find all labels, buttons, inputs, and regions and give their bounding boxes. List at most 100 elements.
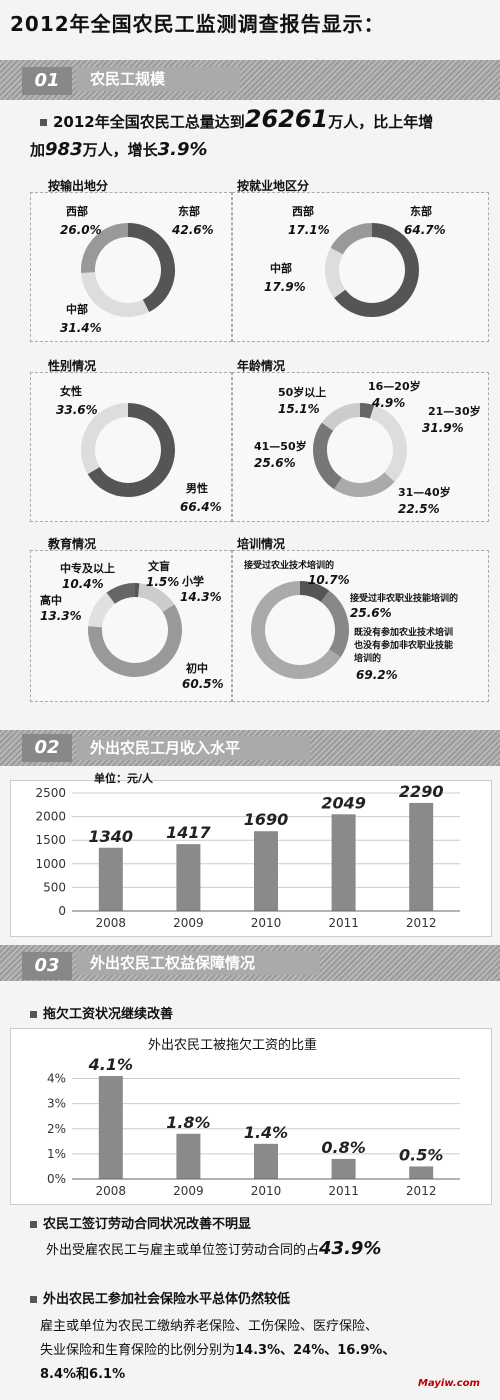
- gender-slice-0: [87, 403, 175, 497]
- label-middle: 中部: [270, 262, 292, 275]
- insurance-text-3: 8.4%和6.1%: [40, 1367, 126, 1382]
- label-no-training-2: 也没有参加非农职业技能: [354, 641, 454, 651]
- edu-slice-4: [106, 583, 136, 605]
- label-age-31-40: 31—40岁: [398, 486, 451, 499]
- page-title: 2012年全国农民工监测调查报告显示：: [10, 12, 385, 36]
- donut-title-gender: 性别情况: [48, 359, 97, 373]
- pct-tech-above: 10.4%: [62, 577, 104, 591]
- label-junior: 初中: [186, 662, 208, 675]
- panel-gender: [30, 372, 232, 522]
- age-slice-4: [321, 403, 361, 432]
- origin-slice-0: [127, 223, 175, 313]
- pct-middle: 17.9%: [264, 280, 306, 294]
- work-slice-2: [330, 223, 373, 255]
- subheading-text: 拖欠工资状况继续改善: [43, 1007, 174, 1022]
- subheading-insurance: 外出农民工参加社会保险水平总体仍然较低: [30, 1288, 290, 1307]
- edu-slice-3: [88, 592, 116, 628]
- age-slice-1: [369, 405, 407, 482]
- pct-middle: 31.4%: [60, 321, 102, 335]
- work-slice-0: [334, 223, 419, 317]
- origin-slice-1: [81, 271, 150, 317]
- donut-title-origin: 按输出地分: [48, 179, 109, 193]
- bar-2010: [254, 831, 278, 911]
- panel-train: [232, 550, 489, 702]
- insurance-text-2: 失业保险和生育保险的比例分别为14.3%、24%、16.9%、: [40, 1340, 395, 1362]
- y-tick-label: 4%: [47, 1072, 66, 1086]
- y-tick-label: 0%: [47, 1172, 66, 1186]
- contract-desc: 外出受雇农民工与雇主或单位签订劳动合同的占: [46, 1243, 320, 1258]
- label-age-21-30: 21—30岁: [428, 405, 481, 418]
- subheading-wage-arrears: 拖欠工资状况继续改善: [30, 1003, 173, 1022]
- edu-slice-2: [88, 604, 182, 677]
- label-no-training-3: 培训的: [354, 654, 382, 664]
- pct-age-31-40: 22.5%: [398, 502, 440, 516]
- bar-value-label: 1690: [244, 810, 289, 829]
- label-west: 西部: [292, 205, 314, 218]
- bar-2009: [176, 844, 201, 911]
- bar-2008: [98, 1076, 123, 1179]
- y-tick-label: 2500: [35, 786, 66, 800]
- edu-slice-1: [137, 583, 175, 613]
- y-tick-label: 1000: [35, 857, 66, 871]
- summary-text: 万人，增长: [82, 141, 158, 159]
- bar-value-label: 4.1%: [88, 1055, 133, 1074]
- y-tick-label: 0: [58, 904, 66, 918]
- growth-pct: 3.9%: [157, 139, 208, 160]
- x-tick-label: 2010: [251, 1184, 282, 1198]
- gender-slice-1: [81, 403, 129, 475]
- train-slice-0: [299, 581, 330, 603]
- y-tick-label: 500: [43, 880, 66, 894]
- donut-title-work: 按就业地区分: [237, 179, 310, 193]
- x-tick-label: 2009: [173, 916, 204, 930]
- age-slice-0: [359, 403, 375, 419]
- x-tick-label: 2011: [328, 1184, 359, 1198]
- pct-male: 66.4%: [180, 500, 222, 514]
- label-age-41-50: 41—50岁: [254, 440, 307, 453]
- subheading-text: 农民工签订劳动合同状况改善不明显: [43, 1217, 252, 1232]
- total-number: 26261: [244, 105, 329, 133]
- bullet-icon: [30, 1221, 37, 1228]
- bar-value-label: 1340: [89, 827, 134, 846]
- bar-2012: [409, 1166, 434, 1179]
- summary-text: 2012年全国农民工总量达到: [53, 113, 245, 131]
- bar-value-label: 2290: [399, 782, 444, 801]
- x-tick-label: 2009: [173, 1184, 204, 1198]
- summary-text: 万人，比上年增: [328, 113, 434, 131]
- pct-east: 64.7%: [404, 223, 446, 237]
- label-high: 高中: [40, 594, 62, 607]
- x-tick-label: 2011: [328, 916, 359, 930]
- label-male: 男性: [186, 482, 208, 495]
- arrears-chart-title: 外出农民工被拖欠工资的比重: [148, 1038, 318, 1053]
- bar-value-label: 1417: [166, 823, 211, 842]
- label-west: 西部: [66, 205, 88, 218]
- y-tick-label: 3%: [47, 1097, 66, 1111]
- watermark-logo: Mayiw.com: [418, 1378, 480, 1389]
- section-title-1: 农民工规模: [76, 67, 240, 91]
- pct-west: 17.1%: [288, 223, 330, 237]
- pct-east: 42.6%: [172, 223, 214, 237]
- bar-2011: [331, 814, 356, 911]
- label-nonagri-training: 接受过非农职业技能培训的: [350, 594, 459, 604]
- section-number-3: 03: [22, 952, 72, 980]
- train-slice-1: [320, 590, 349, 658]
- pct-age-21-30: 31.9%: [422, 421, 464, 435]
- section-number-2: 02: [22, 734, 72, 762]
- label-primary: 小学: [182, 575, 204, 588]
- income-unit: 单位：元/人: [94, 772, 154, 785]
- x-tick-label: 2008: [96, 1184, 127, 1198]
- increase-number: 983: [45, 139, 83, 160]
- bullet-icon: [30, 1296, 37, 1303]
- pct-west: 26.0%: [60, 223, 102, 237]
- bar-2009: [176, 1133, 201, 1179]
- bar-value-label: 1.8%: [166, 1113, 210, 1132]
- age-slice-2: [334, 472, 395, 497]
- donut-title-age: 年龄情况: [237, 359, 286, 373]
- subheading-contract: 农民工签订劳动合同状况改善不明显: [30, 1213, 251, 1232]
- pct-age-41-50: 25.6%: [254, 456, 296, 470]
- pct-age-16-20: 4.9%: [372, 396, 406, 410]
- x-tick-label: 2010: [251, 916, 282, 930]
- donut-charts: [81, 223, 419, 679]
- label-agri-training: 接受过农业技术培训的: [244, 561, 335, 571]
- pct-illiterate: 1.5%: [146, 575, 180, 589]
- bullet-icon: [40, 119, 47, 126]
